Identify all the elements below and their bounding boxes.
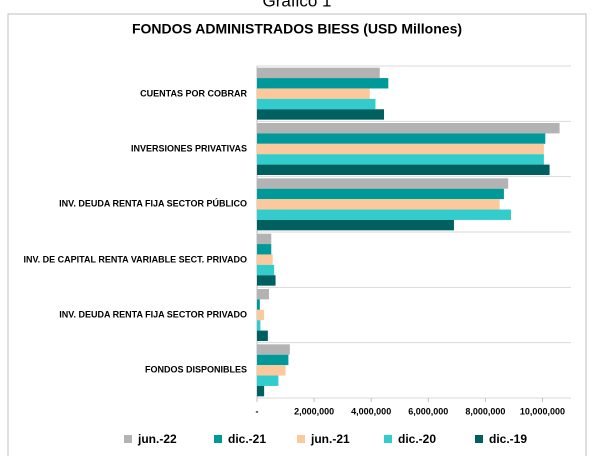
bar [257,233,272,245]
bar [257,78,389,89]
bar [257,88,370,99]
bar [257,320,261,331]
category-label: INV. DEUDA RENTA FIJA SECTOR PRIVADO [59,309,247,320]
bar [257,67,380,79]
legend-swatch [475,435,483,443]
bar [257,164,550,175]
legend-swatch [214,435,222,443]
bar [257,254,273,265]
bar [257,219,454,231]
bar [257,365,286,376]
x-tick-label: 10,000,000 [520,406,565,416]
bar [257,143,544,155]
chart-caption: Gráfico 1 [263,0,332,10]
x-tick-label: 2,000,000 [294,406,334,416]
bar [257,123,560,134]
category-label: FONDOS DISPONIBLES [144,364,247,375]
x-tick-label: - [256,406,259,416]
bar [257,178,509,189]
bar [257,330,268,341]
x-tick-label: 4,000,000 [351,406,391,416]
bar [257,98,376,110]
bar [257,375,279,386]
chart-title: FONDOS ADMINISTRADOS BIESS (USD Millones… [132,21,462,37]
category-label: INV. DEUDA RENTA FIJA SECTOR PÚBLICO [59,198,247,209]
legend-swatch [124,435,132,443]
bar [257,354,289,366]
bar [257,264,275,276]
bar [257,244,272,255]
legend-label: jun.-22 [137,432,177,446]
legend-label: jun.-21 [310,432,350,446]
bar [257,188,504,200]
legend-label: dic.-19 [489,432,527,446]
bar [257,109,385,120]
chart-frame [7,13,587,456]
bar [257,309,265,321]
legend-label: dic.-20 [398,432,436,446]
bar [257,289,269,300]
bar [257,209,512,220]
category-label: INV. DE CAPITAL RENTA VARIABLE SECT. PRI… [23,254,247,265]
bar [257,154,544,165]
category-label: CUENTAS POR COBRAR [140,88,247,99]
legend-swatch [384,435,392,443]
bar [257,275,276,286]
bar [257,199,500,210]
x-tick-label: 6,000,000 [408,406,448,416]
bar [257,299,260,310]
bar [257,344,290,355]
x-tick-label: 8,000,000 [465,406,505,416]
legend-label: dic.-21 [228,432,266,446]
bar [257,133,546,144]
legend-swatch [297,435,305,443]
bar [257,385,265,397]
category-label: INVERSIONES PRIVATIVAS [130,143,247,154]
